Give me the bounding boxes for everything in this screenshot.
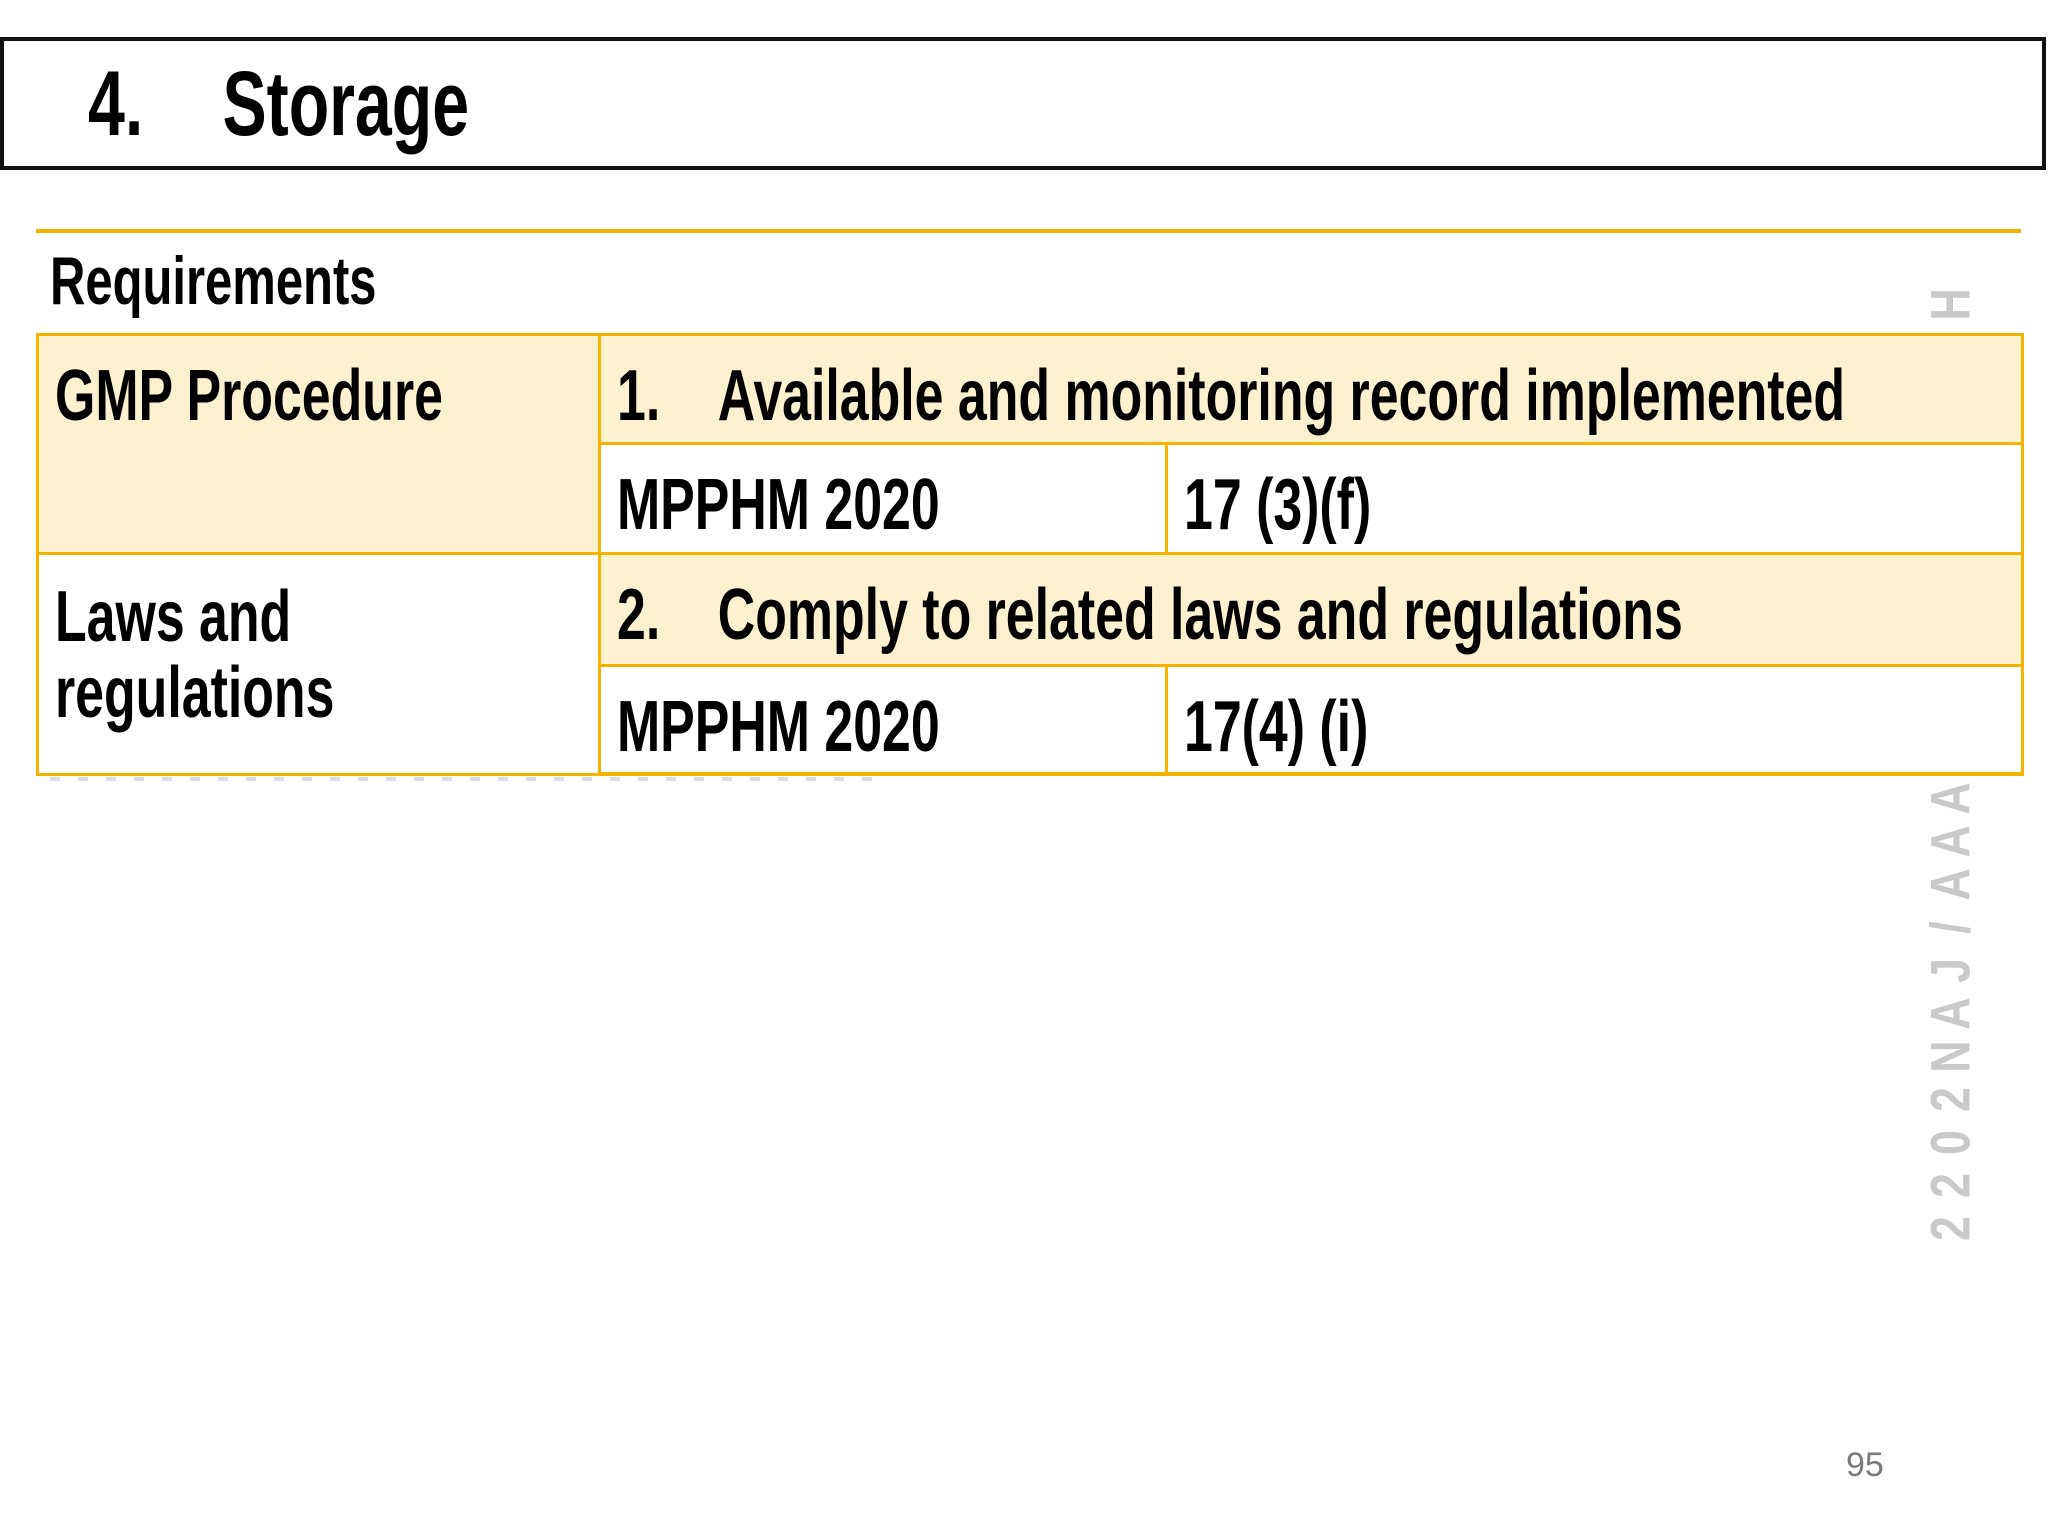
requirement-number: 1. (617, 356, 661, 436)
requirement-cell-1: 1. Available and monitoring record implem… (598, 333, 2024, 445)
category-cell-laws: Laws and regulations (36, 552, 601, 776)
requirement-label: Available and monitoring record implemen… (717, 356, 1846, 436)
table-row: GMP Procedure 1. Available and monitoring… (36, 333, 2024, 555)
category-label: GMP Procedure (55, 356, 443, 436)
reference-cell-1: MPPHM 2020 (598, 442, 1168, 555)
table-row: MPPHM 2020 17 (3)(f) (38, 442, 2024, 555)
requirement-number: 2. (617, 575, 661, 655)
category-cell-gmp-procedure: GMP Procedure (36, 333, 601, 555)
slide-title-box: 4. Storage (0, 37, 2046, 170)
reference-cell-2: MPPHM 2020 (598, 664, 1168, 776)
clause-label: 17(4) (i) (1184, 687, 1369, 767)
clause-cell-1: 17 (3)(f) (1165, 442, 2024, 555)
table-row: MPPHM 2020 17(4) (i) (38, 664, 2024, 776)
watermark-top: H (1914, 283, 1986, 326)
reference-label: MPPHM 2020 (617, 465, 940, 545)
requirement-text: 2. Comply to related laws and regulations (617, 579, 1683, 651)
slide-title: 4. Storage (88, 58, 469, 150)
category-label: Laws and regulations (55, 577, 335, 734)
table-row: Laws and regulations 2. Comply to related… (36, 552, 2024, 776)
watermark-char: 2 (1918, 1216, 1981, 1241)
requirements-table: GMP Procedure 1. Available and monitoring… (36, 333, 2024, 776)
clause-label: 17 (3)(f) (1184, 465, 1372, 545)
dashed-guide-line (50, 777, 882, 781)
clause-cell-2: 17(4) (i) (1165, 664, 2024, 776)
watermark-side: A A A / J A N 2 0 2 2 (1914, 777, 1986, 1250)
slide-title-text: Storage (222, 52, 470, 155)
section-heading-label: Requirements (50, 243, 377, 319)
requirement-cell-2: 2. Comply to related laws and regulations (598, 552, 2024, 667)
watermark-char: H (1918, 288, 1981, 321)
requirement-label: Comply to related laws and regulations (717, 575, 1683, 655)
page-number: 95 (1846, 1446, 1884, 1484)
section-heading: Requirements (50, 247, 503, 315)
reference-label: MPPHM 2020 (617, 687, 940, 767)
requirement-text: 1. Available and monitoring record implem… (617, 360, 1845, 432)
slide-title-number: 4. (88, 52, 144, 155)
top-divider-rule (36, 229, 2021, 233)
